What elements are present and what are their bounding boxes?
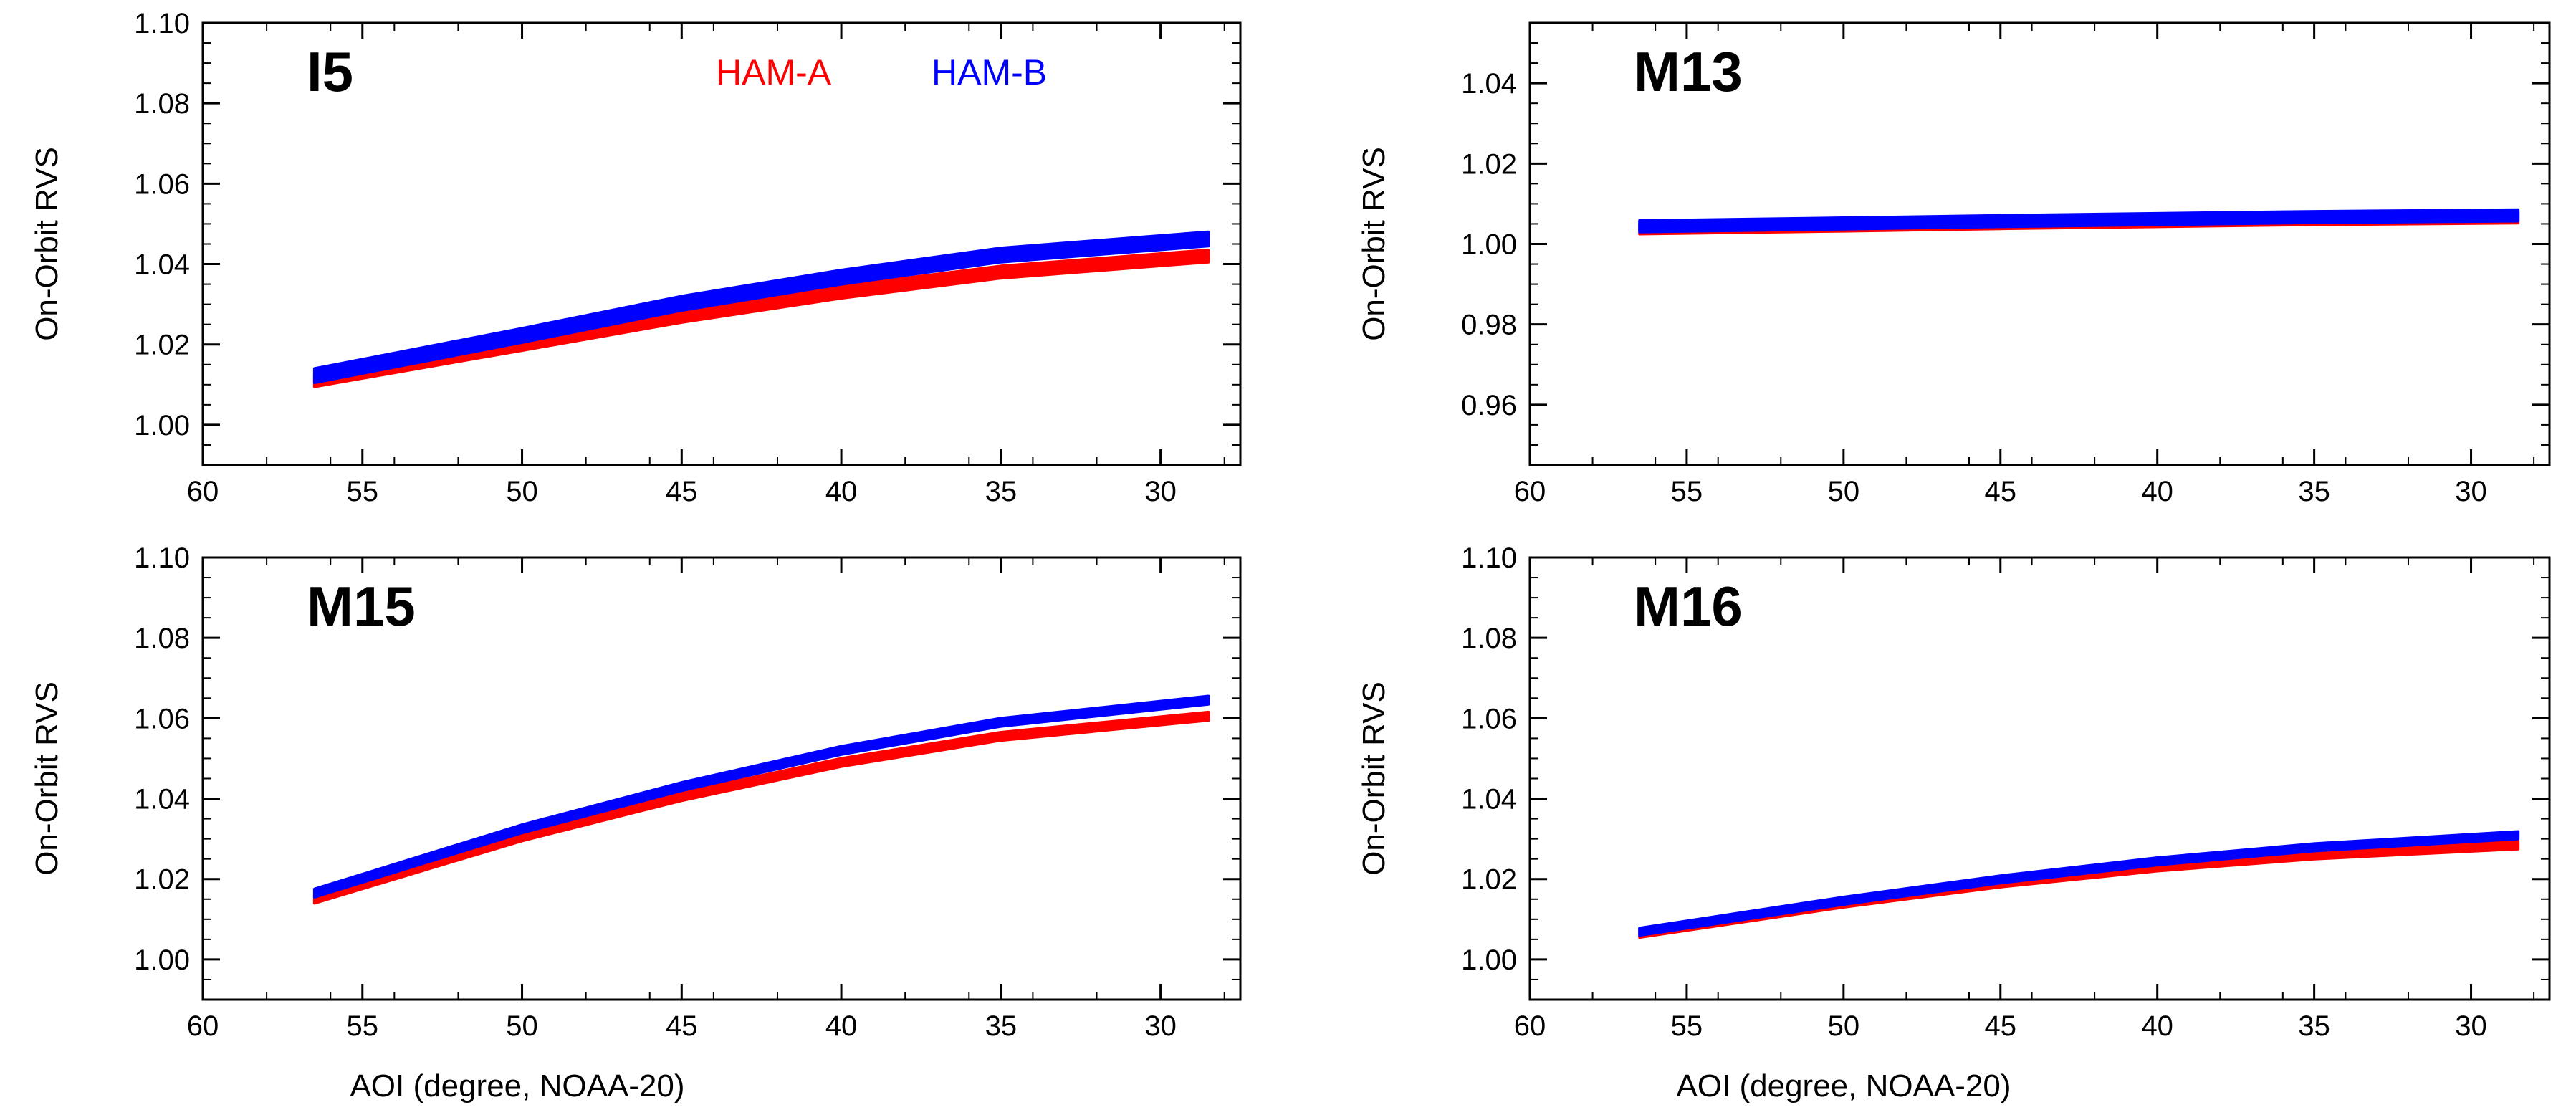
series-band-ham-b <box>1638 208 2520 234</box>
y-tick-label: 1.00 <box>1461 229 1517 261</box>
x-tick-label: 35 <box>985 476 1018 507</box>
x-tick-label: 50 <box>506 476 538 507</box>
series-band-ham-a <box>1638 839 2520 939</box>
x-tick-label: 60 <box>187 1010 219 1042</box>
series-band-ham-b <box>312 694 1210 899</box>
y-tick-label: 1.02 <box>134 864 190 896</box>
panel-title: M16 <box>1634 575 1743 638</box>
x-tick-label: 35 <box>2298 1010 2330 1042</box>
x-tick-label: 40 <box>2141 476 2173 507</box>
y-tick-label: 1.10 <box>1461 542 1517 574</box>
y-tick-label: 0.96 <box>1461 390 1517 421</box>
legend-entry-ham-a: HAM-A <box>716 52 832 92</box>
x-axis-label-right: AOI (degree, NOAA-20) <box>1676 1068 2011 1104</box>
y-tick-label: 1.08 <box>134 88 190 120</box>
y-axis-label: On-Orbit RVS <box>1356 147 1392 341</box>
x-tick-label: 50 <box>1828 1010 1860 1042</box>
series-band-ham-b <box>312 230 1210 384</box>
y-tick-label: 0.98 <box>1461 310 1517 341</box>
x-axis-label-left: AOI (degree, NOAA-20) <box>350 1068 684 1104</box>
x-tick-label: 50 <box>1828 476 1860 507</box>
y-tick-label: 1.08 <box>134 623 190 654</box>
y-tick-label: 1.02 <box>1461 864 1517 896</box>
x-tick-label: 30 <box>1144 1010 1177 1042</box>
x-tick-label: 60 <box>1514 1010 1546 1042</box>
plot-area <box>1638 208 2520 236</box>
y-tick-label: 1.06 <box>1461 703 1517 734</box>
y-tick-label: 1.06 <box>134 168 190 200</box>
x-tick-label: 60 <box>187 476 219 507</box>
x-tick-label: 45 <box>1985 476 2017 507</box>
x-tick-label: 55 <box>1671 1010 1703 1042</box>
x-tick-label: 40 <box>2141 1010 2173 1042</box>
y-tick-label: 1.04 <box>1461 784 1517 815</box>
panel-title: M15 <box>307 575 416 638</box>
y-tick-label: 1.00 <box>134 944 190 976</box>
plot-area <box>312 694 1210 905</box>
x-tick-label: 30 <box>2455 1010 2487 1042</box>
x-tick-label: 40 <box>825 476 858 507</box>
y-tick-label: 1.10 <box>134 8 190 39</box>
y-tick-label: 1.04 <box>1461 68 1517 100</box>
x-tick-label: 45 <box>666 476 698 507</box>
panel-title: M13 <box>1634 40 1743 103</box>
y-tick-label: 1.06 <box>134 703 190 734</box>
y-tick-label: 1.10 <box>134 542 190 574</box>
x-tick-label: 30 <box>1144 476 1177 507</box>
y-axis-label: On-Orbit RVS <box>29 681 64 876</box>
panel-m16: 60 55 50 45 40 35 30 1.00 1.02 1.04 1.06 1.08 1.10 On… <box>1356 542 2551 1042</box>
x-tick-label: 35 <box>2298 476 2330 507</box>
y-axis-label: On-Orbit RVS <box>1356 681 1392 876</box>
x-tick-label: 60 <box>1514 476 1546 507</box>
y-tick-label: 1.00 <box>1461 944 1517 976</box>
x-tick-label: 35 <box>985 1010 1018 1042</box>
series-band-ham-a <box>312 248 1210 388</box>
series-band-ham-b <box>1638 830 2520 937</box>
plot-area <box>1638 830 2520 939</box>
y-tick-label: 1.08 <box>1461 623 1517 654</box>
panel-title: I5 <box>307 40 353 103</box>
y-axis-label: On-Orbit RVS <box>29 147 64 341</box>
x-tick-label: 55 <box>347 476 379 507</box>
y-tick-label: 1.02 <box>134 330 190 361</box>
x-tick-label: 40 <box>825 1010 858 1042</box>
panel-m13: 60 55 50 45 40 35 30 0.96 0.98 1.00 1.02 1.04 On-Orb… <box>1356 21 2551 507</box>
panel-m15: 60 55 50 45 40 35 30 1.00 1.02 1.04 1.06 1.08 1.10 On… <box>29 542 1242 1042</box>
x-tick-label: 45 <box>666 1010 698 1042</box>
y-tick-label: 1.04 <box>134 784 190 815</box>
x-tick-label: 55 <box>347 1010 379 1042</box>
x-tick-label: 30 <box>2455 476 2487 507</box>
x-tick-label: 55 <box>1671 476 1703 507</box>
x-tick-label: 50 <box>506 1010 538 1042</box>
y-tick-label: 1.04 <box>134 249 190 281</box>
x-tick-label: 45 <box>1985 1010 2017 1042</box>
y-tick-label: 1.02 <box>1461 148 1517 180</box>
y-tick-label: 1.00 <box>134 410 190 441</box>
series-band-ham-a <box>312 710 1210 905</box>
panel-i5: 60 55 50 45 40 35 30 1.00 1.02 1.04 1.06 1.08 1.10 On… <box>29 8 1242 507</box>
plot-area <box>312 230 1210 388</box>
legend-entry-ham-b: HAM-B <box>932 52 1047 92</box>
